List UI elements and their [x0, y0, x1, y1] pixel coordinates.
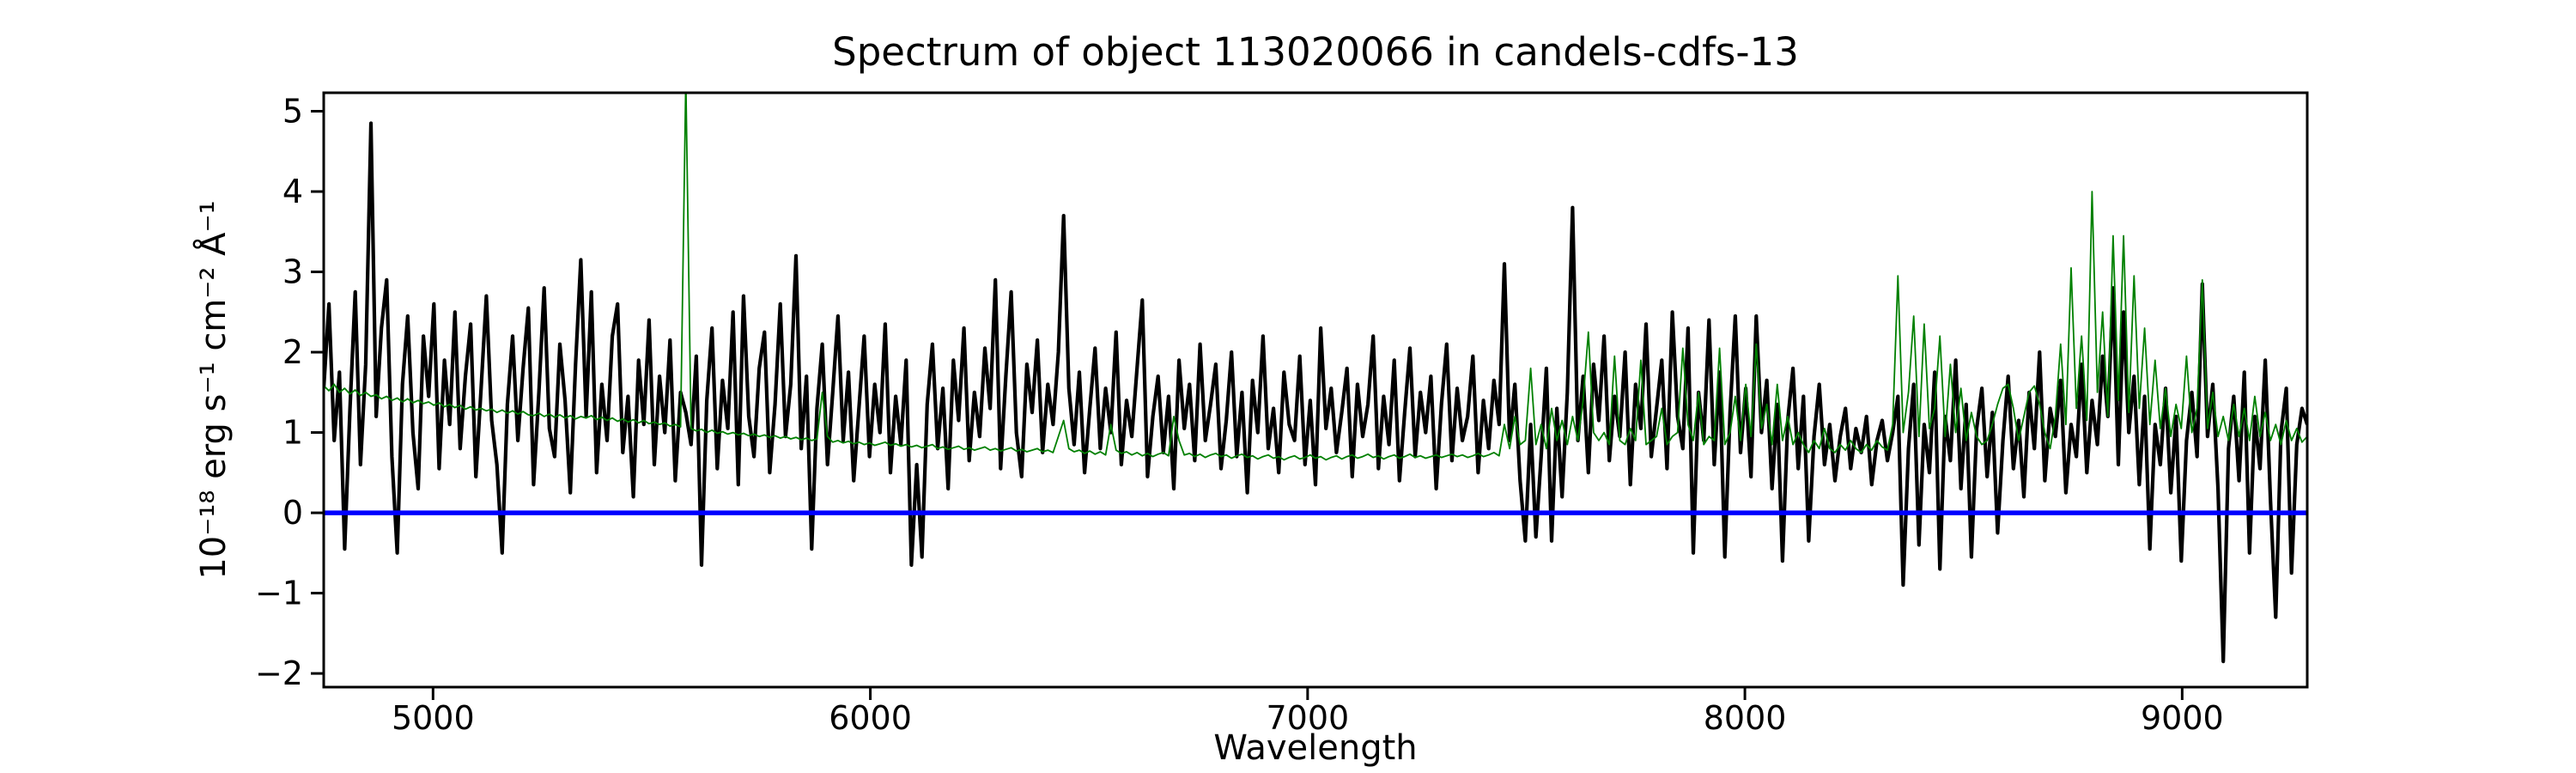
y-tick-label: 2: [283, 333, 303, 371]
x-tick-label: 7000: [1266, 699, 1349, 737]
y-tick-label: 3: [283, 253, 303, 291]
axes-border: [322, 91, 2309, 689]
y-tick-label: 0: [283, 494, 303, 532]
x-tick-label: 6000: [829, 699, 912, 737]
axis-ticks: 5000 6000 7000 8000 9000 5 4 3 2 1 0 −1 −2: [255, 93, 2224, 737]
sky-noise-spectrum-line: [324, 93, 2307, 461]
y-axis-label: 10⁻¹⁸ erg s⁻¹ cm⁻² Å⁻¹: [192, 200, 234, 579]
plot-series: [324, 93, 2307, 664]
x-axis-label: Wavelength: [1213, 728, 1417, 768]
x-tick-label: 9000: [2141, 699, 2224, 737]
plot-title: Spectrum of object 113020066 in candels-…: [832, 29, 1799, 75]
x-tick-label: 5000: [392, 699, 475, 737]
y-tick-label: −2: [255, 654, 303, 692]
observed-spectrum-line: [324, 121, 2307, 664]
y-tick-label: 1: [283, 414, 303, 452]
y-tick-label: −1: [255, 575, 303, 612]
y-tick-label: 5: [283, 93, 303, 131]
y-tick-label: 4: [283, 173, 303, 210]
x-tick-label: 8000: [1704, 699, 1787, 737]
